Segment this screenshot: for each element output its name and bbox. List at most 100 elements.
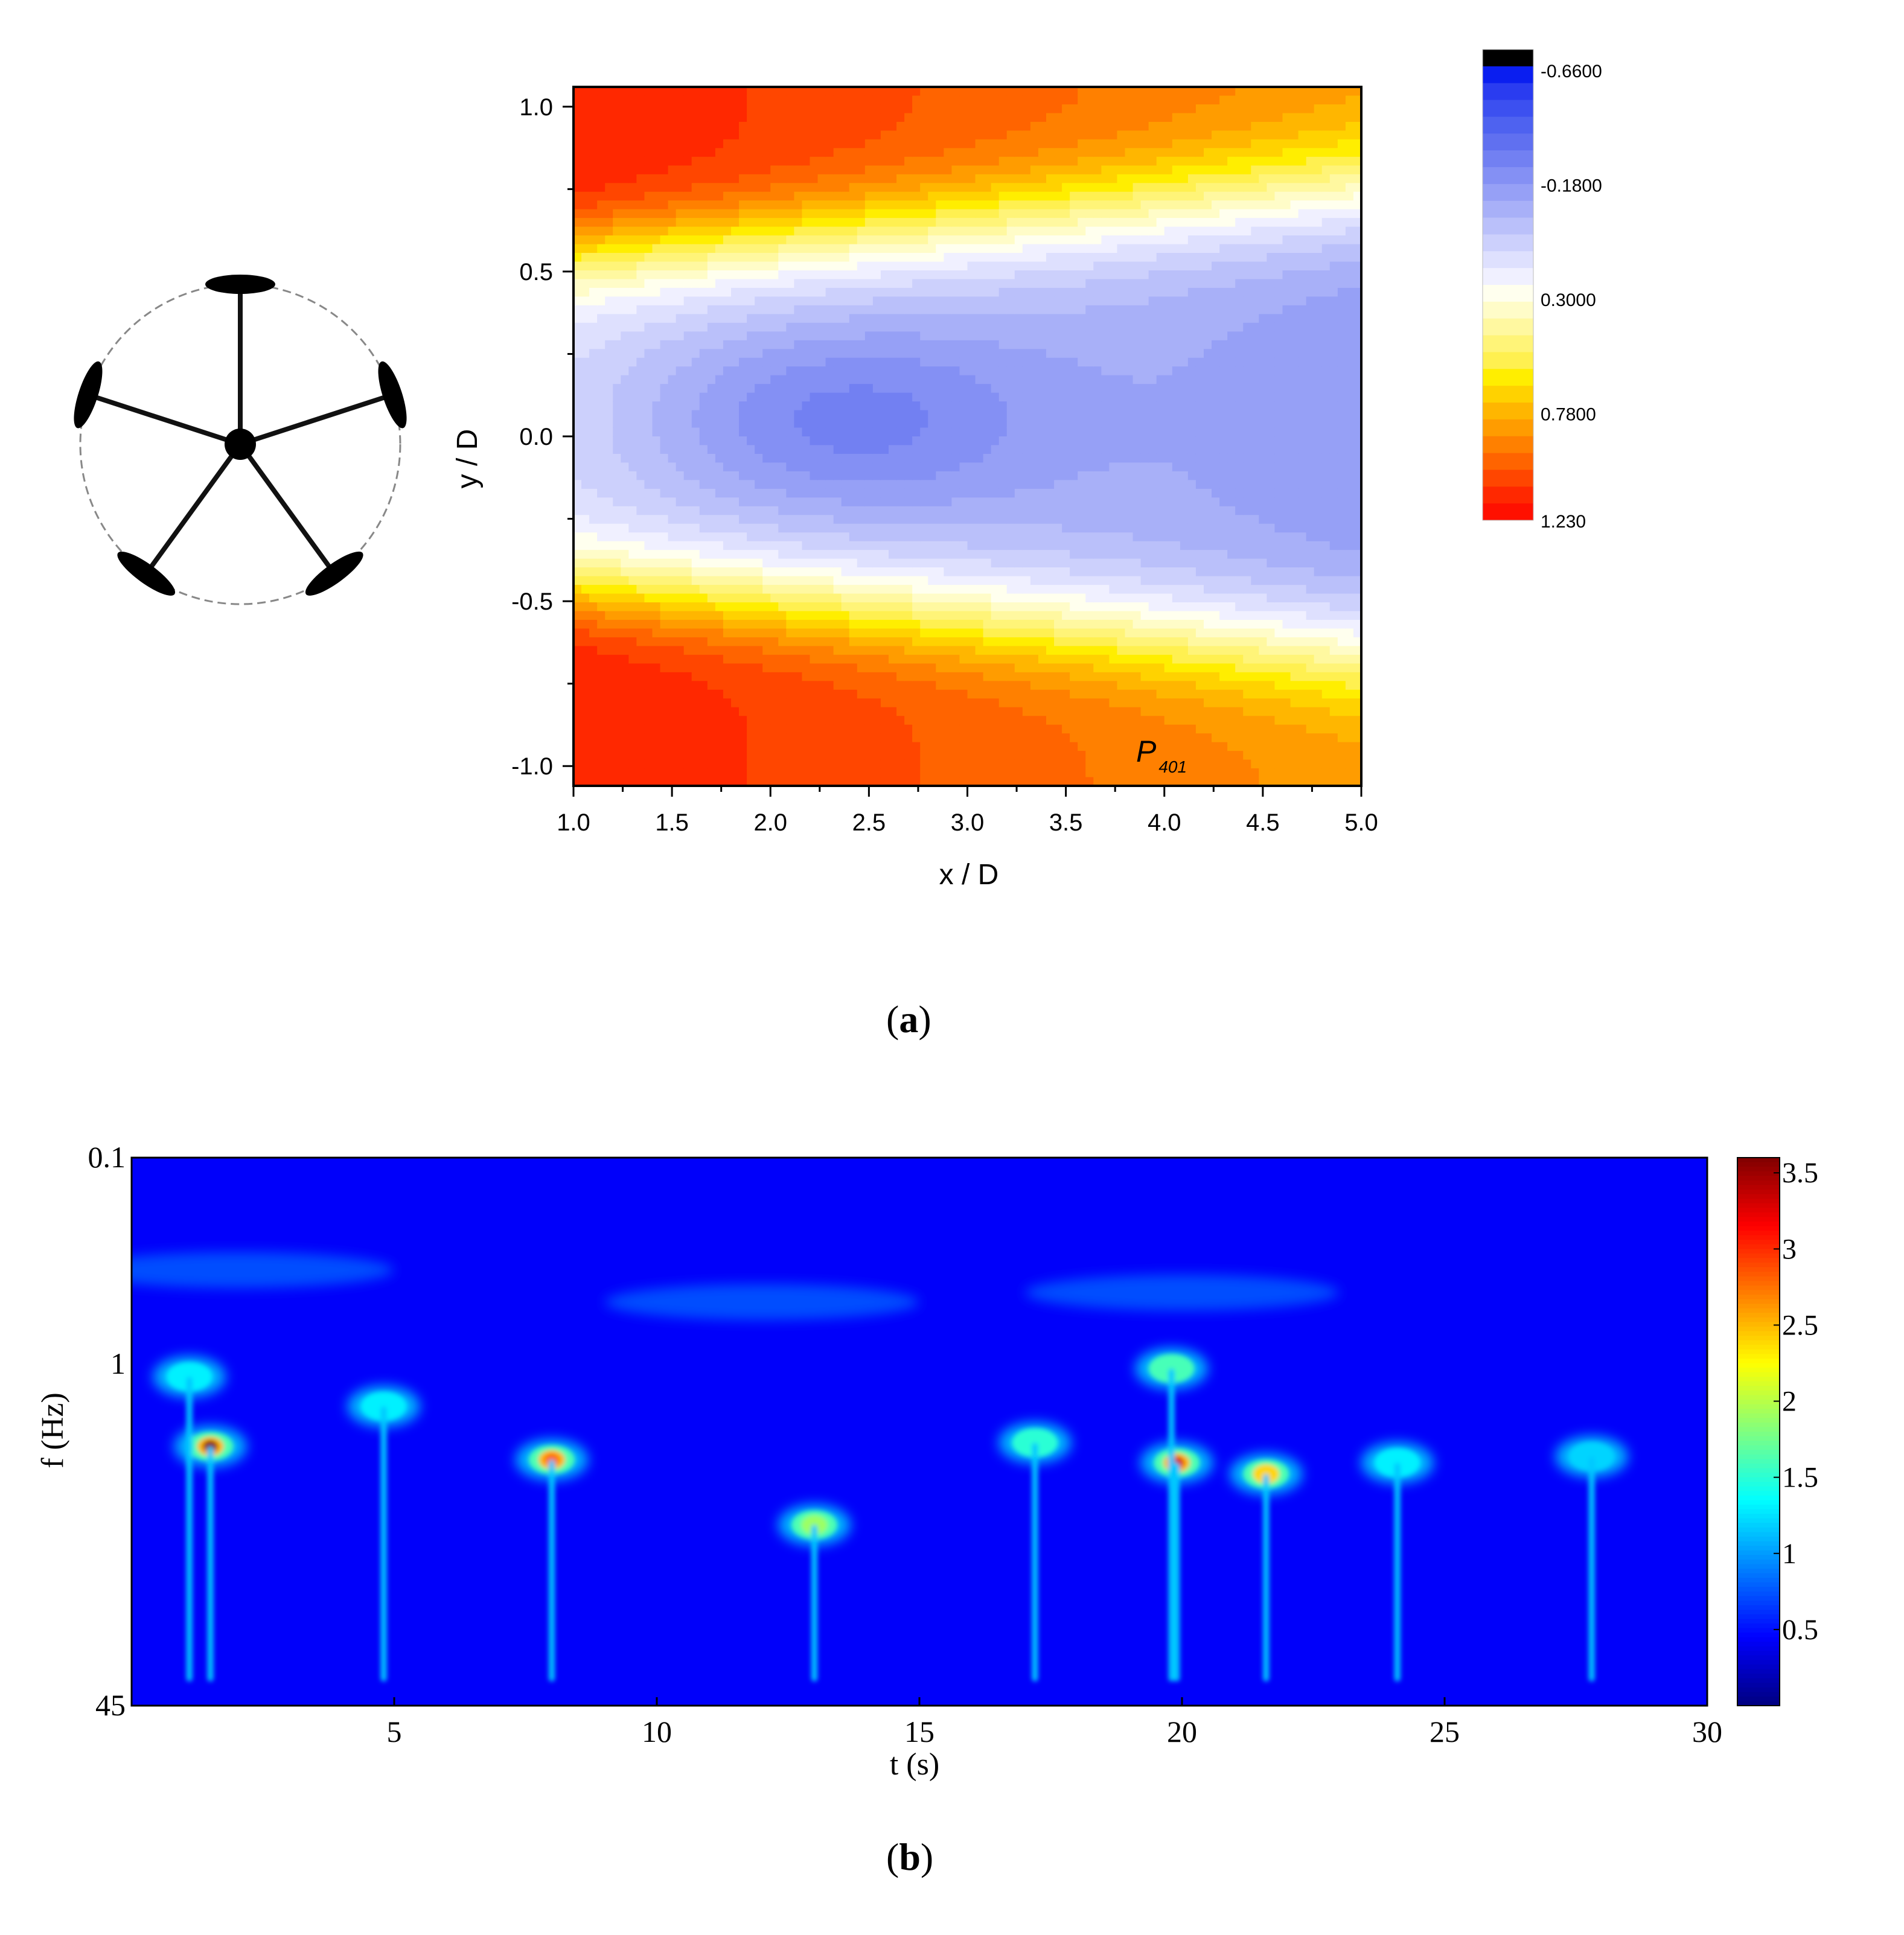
contour-cell [857, 480, 866, 489]
contour-cell [959, 768, 968, 778]
contour-cell [786, 724, 794, 734]
contour-cell [747, 357, 755, 367]
contour-cell [928, 226, 936, 236]
contour-cell [825, 244, 834, 253]
contour-cell [944, 471, 952, 480]
contour-cell [739, 244, 747, 253]
contour-cell [864, 349, 874, 359]
contour-cell [628, 427, 637, 437]
contour-cell [770, 226, 779, 236]
contour-cell [833, 279, 842, 288]
contour-cell [613, 707, 621, 716]
contour-cell [723, 585, 732, 595]
contour-cell [959, 375, 968, 384]
contour-cell [1022, 419, 1031, 429]
contour-cell [652, 200, 661, 210]
contour-cell [1022, 148, 1031, 158]
contour-cell [589, 707, 598, 716]
contour-cell [872, 270, 881, 280]
contour-cell [597, 375, 605, 384]
contour-cell [605, 427, 613, 437]
contour-cell [636, 698, 645, 708]
contour-cell [810, 471, 819, 480]
contour-cell [644, 226, 653, 236]
contour-cell [731, 523, 740, 533]
contour-cell [628, 366, 637, 376]
contour-cell [967, 392, 976, 402]
contour-cell [1038, 567, 1047, 577]
contour-cell [1014, 471, 1023, 480]
contour-cell [589, 253, 598, 263]
contour-cell [652, 139, 661, 148]
contour-cell [731, 689, 740, 699]
contour-cell [944, 244, 952, 253]
contour-cell [778, 218, 787, 228]
contour-cell [889, 340, 897, 349]
contour-cell [762, 576, 771, 585]
contour-cell [1030, 637, 1039, 646]
contour-cell [817, 279, 826, 288]
contour-cell [817, 209, 826, 218]
contour-cell [1022, 253, 1031, 263]
contour-cell [983, 296, 992, 306]
contour-cell [802, 401, 811, 411]
contour-cell [660, 95, 669, 105]
contour-cell [1030, 218, 1039, 228]
contour-cell [896, 768, 905, 778]
contour-cell [628, 174, 637, 183]
contour-cell [1006, 331, 1015, 341]
contour-cell [920, 322, 928, 332]
contour-cell [864, 279, 874, 288]
contour-cell [668, 87, 677, 97]
contour-cell [652, 506, 661, 515]
contour-cell [833, 156, 842, 166]
contour-cell [1054, 384, 1062, 394]
contour-cell [889, 628, 897, 638]
contour-cell [683, 628, 692, 638]
contour-cell [589, 349, 598, 359]
contour-cell [668, 366, 677, 376]
contour-cell [864, 768, 874, 778]
contour-cell [786, 567, 794, 577]
contour-cell [983, 777, 992, 786]
contour-cell [849, 392, 858, 402]
contour-cell [951, 357, 960, 367]
contour-cell [739, 689, 747, 699]
contour-cell [975, 777, 984, 786]
contour-cell [951, 113, 960, 123]
contour-cell [896, 410, 905, 419]
contour-cell [605, 576, 613, 585]
contour-cell [723, 427, 732, 437]
contour-cell [983, 672, 992, 681]
contour-cell [991, 724, 1000, 734]
contour-cell [849, 585, 858, 595]
contour-cell [1014, 689, 1023, 699]
contour-cell [747, 427, 755, 437]
contour-cell [786, 777, 794, 786]
contour-cell [1014, 593, 1023, 603]
contour-cell [810, 515, 819, 524]
contour-cell [794, 515, 803, 524]
contour-cell [991, 436, 1000, 446]
contour-cell [683, 759, 692, 769]
contour-cell [1038, 200, 1047, 210]
contour-cell [628, 156, 637, 166]
contour-cell [605, 384, 613, 394]
contour-cell [723, 724, 732, 734]
contour-cell [991, 480, 1000, 489]
contour-cell [778, 462, 787, 472]
contour-cell [683, 462, 692, 472]
contour-cell [755, 410, 763, 419]
contour-cell [959, 593, 968, 603]
contour-cell [613, 471, 621, 480]
contour-cell [1054, 733, 1062, 743]
contour-cell [739, 576, 747, 585]
contour-cell [636, 156, 645, 166]
contour-cell [644, 602, 653, 612]
contour-cell [928, 279, 936, 288]
contour-cell [786, 480, 794, 489]
contour-cell [1030, 287, 1039, 297]
contour-cell [991, 349, 1000, 359]
contour-cell [833, 707, 842, 716]
contour-cell [975, 366, 984, 376]
